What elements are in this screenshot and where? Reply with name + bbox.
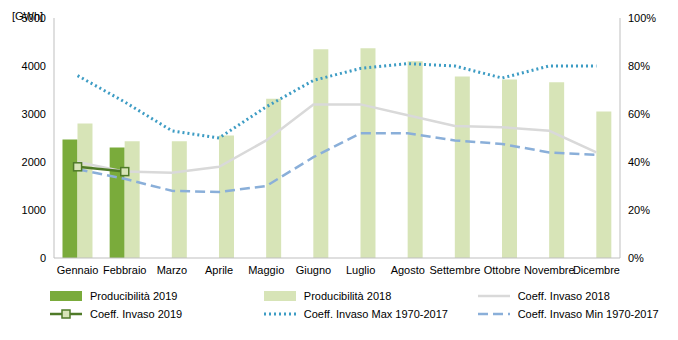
svg-text:Luglio: Luglio <box>346 264 375 276</box>
svg-text:20%: 20% <box>628 204 650 216</box>
svg-text:5000: 5000 <box>22 12 46 24</box>
svg-text:Marzo: Marzo <box>157 264 188 276</box>
svg-text:0%: 0% <box>628 252 644 264</box>
svg-text:4000: 4000 <box>22 60 46 72</box>
svg-text:1000: 1000 <box>22 204 46 216</box>
svg-text:3000: 3000 <box>22 108 46 120</box>
svg-text:Febbraio: Febbraio <box>103 264 146 276</box>
svg-text:2000: 2000 <box>22 156 46 168</box>
svg-text:40%: 40% <box>628 156 650 168</box>
svg-text:Aprile: Aprile <box>205 264 233 276</box>
svg-text:60%: 60% <box>628 108 650 120</box>
svg-text:80%: 80% <box>628 60 650 72</box>
svg-text:0: 0 <box>40 252 46 264</box>
svg-text:Novembre: Novembre <box>524 264 575 276</box>
svg-text:Ottobre: Ottobre <box>484 264 521 276</box>
svg-text:Agosto: Agosto <box>391 264 425 276</box>
svg-text:Giugno: Giugno <box>296 264 331 276</box>
svg-text:Maggio: Maggio <box>248 264 284 276</box>
svg-text:Dicembre: Dicembre <box>573 264 620 276</box>
svg-text:100%: 100% <box>628 12 656 24</box>
svg-text:Settembre: Settembre <box>430 264 481 276</box>
svg-text:Gennaio: Gennaio <box>57 264 99 276</box>
